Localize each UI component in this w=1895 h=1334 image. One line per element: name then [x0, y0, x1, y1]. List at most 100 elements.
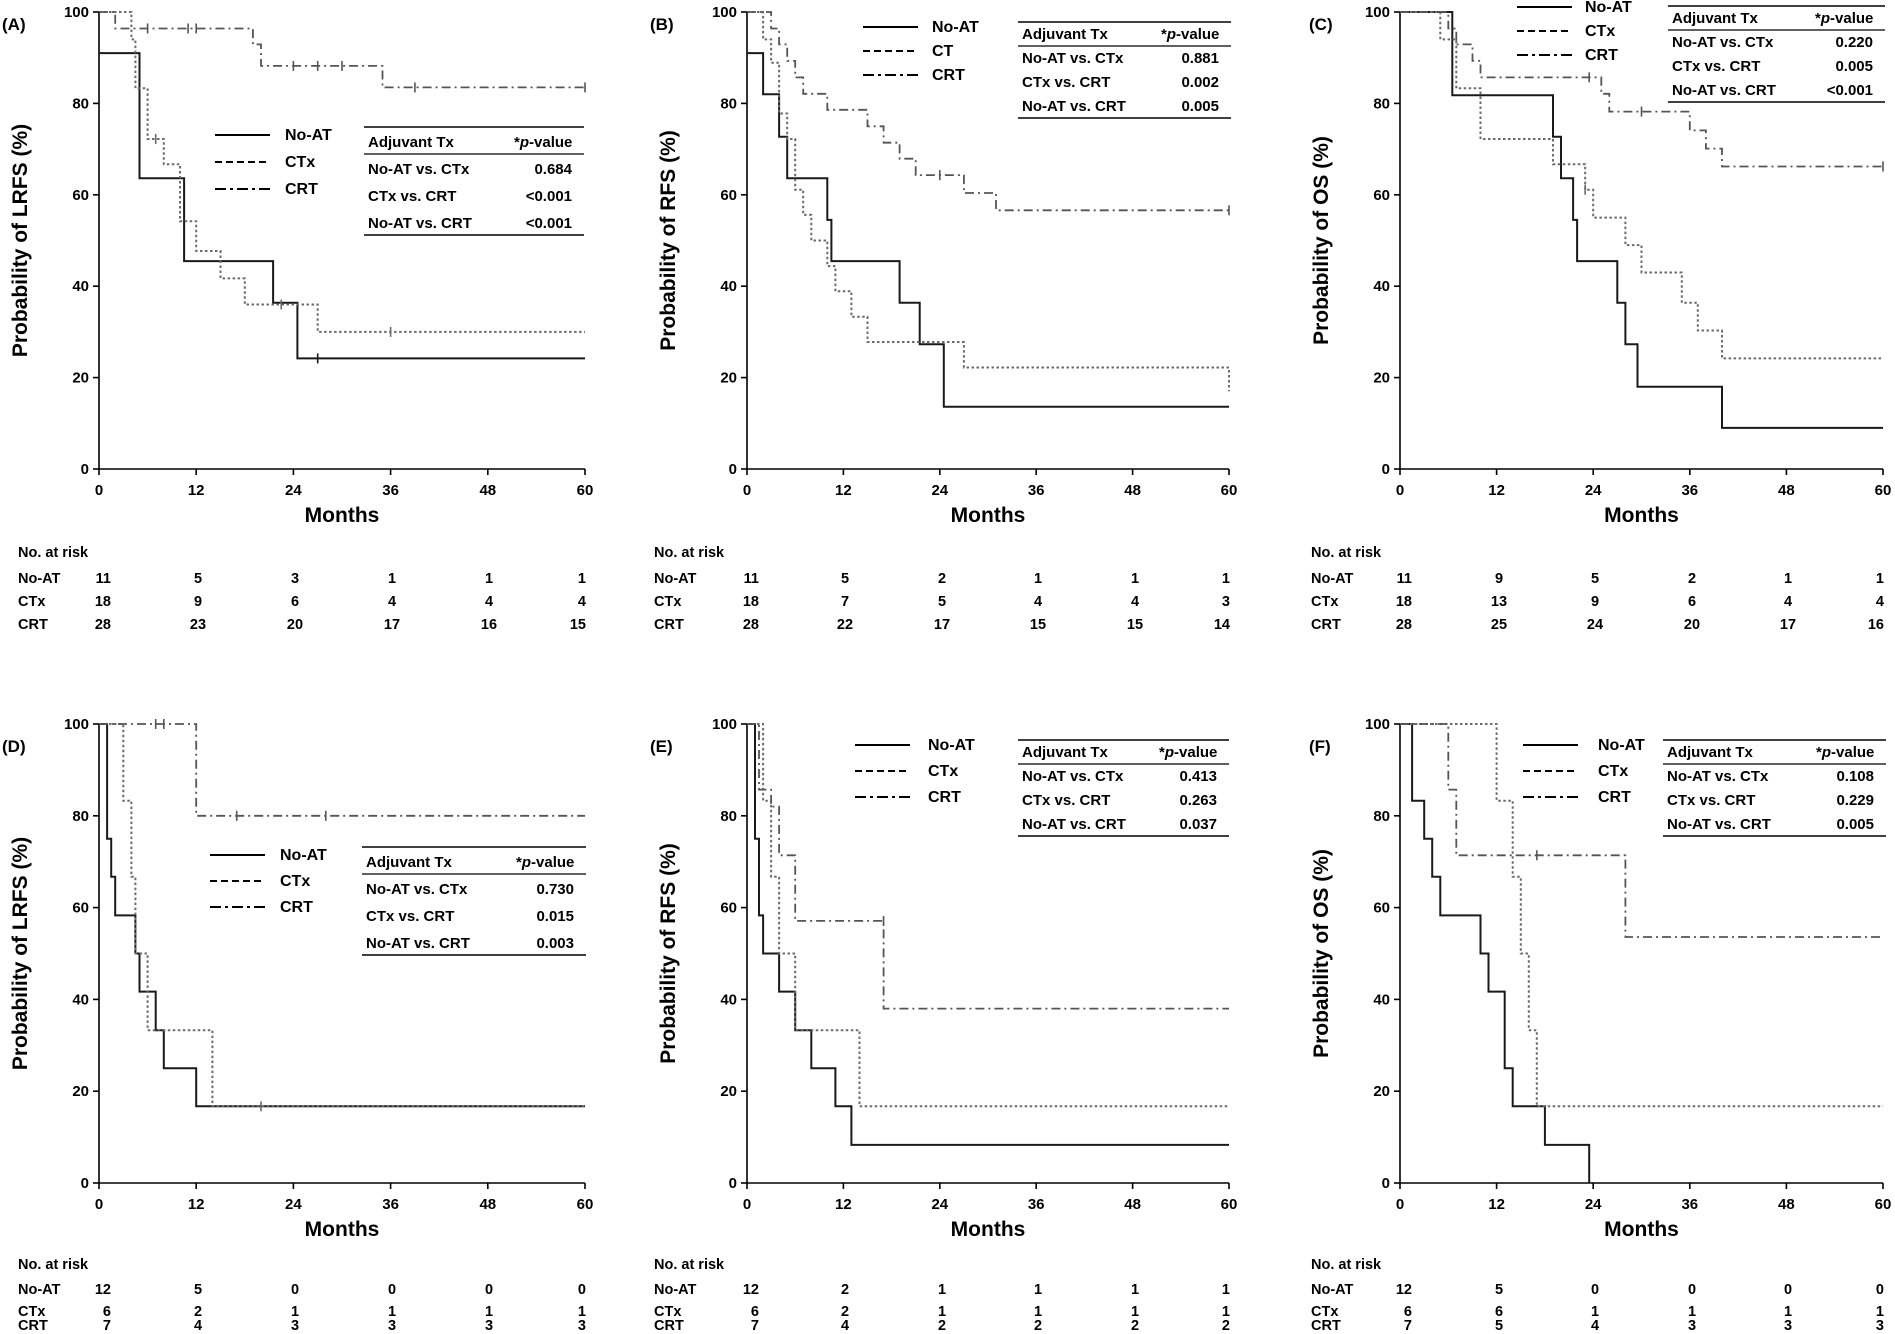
table-comparison: CTx vs. CRT	[1667, 792, 1755, 809]
risk-count: 2	[1034, 1318, 1042, 1334]
table-pvalue: <0.001	[1827, 82, 1873, 99]
legend-label: CRT	[1598, 789, 1631, 806]
risk-table-title: No. at risk	[1311, 545, 1382, 561]
y-axis-title: Probability of LRFS (%)	[9, 124, 32, 357]
risk-count: 5	[1495, 1282, 1503, 1298]
km-curve-crt	[1400, 723, 1883, 938]
risk-count: 9	[1495, 571, 1503, 587]
risk-count: 6	[1688, 594, 1696, 610]
risk-count: 4	[1131, 594, 1139, 610]
risk-count: 11	[744, 571, 759, 587]
table-pvalue: <0.001	[526, 188, 572, 205]
risk-count: 1	[578, 1304, 586, 1320]
risk-row-label: No-AT	[18, 571, 61, 587]
y-tick-label: 60	[1373, 187, 1390, 204]
risk-row-label: CTx	[1311, 594, 1338, 610]
risk-count: 12	[1396, 1282, 1412, 1298]
legend-label: No-AT	[928, 737, 975, 754]
risk-count: 6	[751, 1304, 759, 1320]
y-tick-label: 20	[720, 370, 737, 387]
risk-count: 1	[1784, 571, 1792, 587]
risk-count: 2	[841, 1282, 849, 1298]
x-tick-label: 12	[188, 482, 205, 499]
risk-table-title: No. at risk	[654, 545, 725, 561]
table-comparison: No-AT vs. CRT	[368, 215, 472, 232]
risk-table-title: No. at risk	[18, 1257, 89, 1273]
risk-count: 0	[1784, 1282, 1792, 1298]
risk-count: 6	[103, 1304, 111, 1320]
y-tick-label: 100	[64, 4, 89, 21]
km-curve-ct	[747, 11, 1230, 392]
panel-label: (C)	[1309, 15, 1333, 34]
risk-row-label: CTx	[18, 1304, 45, 1320]
x-axis-title: Months	[1604, 504, 1679, 527]
table-header-group: Adjuvant Tx	[368, 134, 454, 151]
risk-count: 6	[291, 594, 299, 610]
y-tick-label: 40	[720, 991, 737, 1008]
y-tick-label: 60	[720, 900, 737, 917]
risk-count: 16	[481, 617, 497, 633]
risk-count: 12	[95, 1282, 111, 1298]
risk-row-label: CRT	[18, 1318, 48, 1334]
risk-count: 0	[291, 1282, 299, 1298]
risk-count: 5	[1591, 571, 1599, 587]
km-curve-noat	[1400, 723, 1591, 1183]
x-tick-label: 48	[1778, 1196, 1795, 1213]
km-curve-ctx	[1400, 723, 1883, 1108]
table-header-pvalue: *p-value	[514, 134, 572, 151]
risk-count: 4	[1034, 594, 1042, 610]
table-pvalue: 0.108	[1836, 768, 1874, 785]
km-curve-ctx	[1400, 11, 1883, 360]
risk-count: 2	[1222, 1318, 1230, 1334]
panel-label: (E)	[650, 737, 673, 756]
x-tick-label: 0	[95, 482, 103, 499]
risk-table-title: No. at risk	[654, 1257, 725, 1273]
risk-row-label: No-AT	[1311, 571, 1354, 587]
risk-count: 3	[1688, 1318, 1696, 1334]
table-pvalue: 0.220	[1835, 34, 1873, 51]
risk-row-label: CTx	[1311, 1304, 1338, 1320]
x-tick-label: 36	[382, 482, 399, 499]
risk-count: 1	[1034, 1282, 1042, 1298]
risk-count: 7	[1404, 1318, 1412, 1334]
x-tick-label: 60	[1875, 482, 1892, 499]
km-curve-noat	[747, 723, 1229, 1146]
risk-row-label: CRT	[18, 617, 48, 633]
risk-count: 5	[938, 594, 946, 610]
y-tick-label: 60	[1373, 900, 1390, 917]
x-tick-label: 0	[743, 482, 751, 499]
table-header-pvalue: *p-value	[1816, 744, 1874, 761]
y-tick-label: 20	[1373, 1083, 1390, 1100]
risk-count: 11	[96, 571, 111, 587]
km-curve-ctx	[99, 11, 585, 333]
risk-count: 18	[743, 594, 759, 610]
table-pvalue: 0.003	[536, 935, 574, 952]
km-curve-crt	[99, 11, 585, 89]
table-header-pvalue: *p-value	[1161, 26, 1219, 43]
x-tick-label: 24	[931, 1196, 948, 1213]
risk-count: 9	[1591, 594, 1599, 610]
x-tick-label: 12	[835, 482, 852, 499]
legend-label: CT	[932, 43, 954, 60]
risk-count: 17	[1780, 617, 1796, 633]
risk-count: 1	[938, 1282, 946, 1298]
risk-count: 7	[841, 594, 849, 610]
y-axis-title: Probability of RFS (%)	[657, 130, 680, 351]
x-tick-label: 24	[285, 1196, 302, 1213]
legend-label: CTx	[928, 763, 958, 780]
table-pvalue: 0.229	[1836, 792, 1874, 809]
y-tick-label: 80	[1373, 95, 1390, 112]
y-tick-label: 100	[712, 716, 737, 733]
risk-count: 6	[1404, 1304, 1412, 1320]
risk-count: 1	[1784, 1304, 1792, 1320]
risk-count: 18	[95, 594, 111, 610]
km-curve-noat	[99, 52, 585, 360]
y-axis-title: Probability of OS (%)	[1310, 849, 1333, 1058]
risk-count: 3	[485, 1318, 493, 1334]
table-header-group: Adjuvant Tx	[1022, 744, 1108, 761]
table-pvalue: 0.005	[1181, 98, 1219, 115]
risk-count: 1	[388, 1304, 396, 1320]
